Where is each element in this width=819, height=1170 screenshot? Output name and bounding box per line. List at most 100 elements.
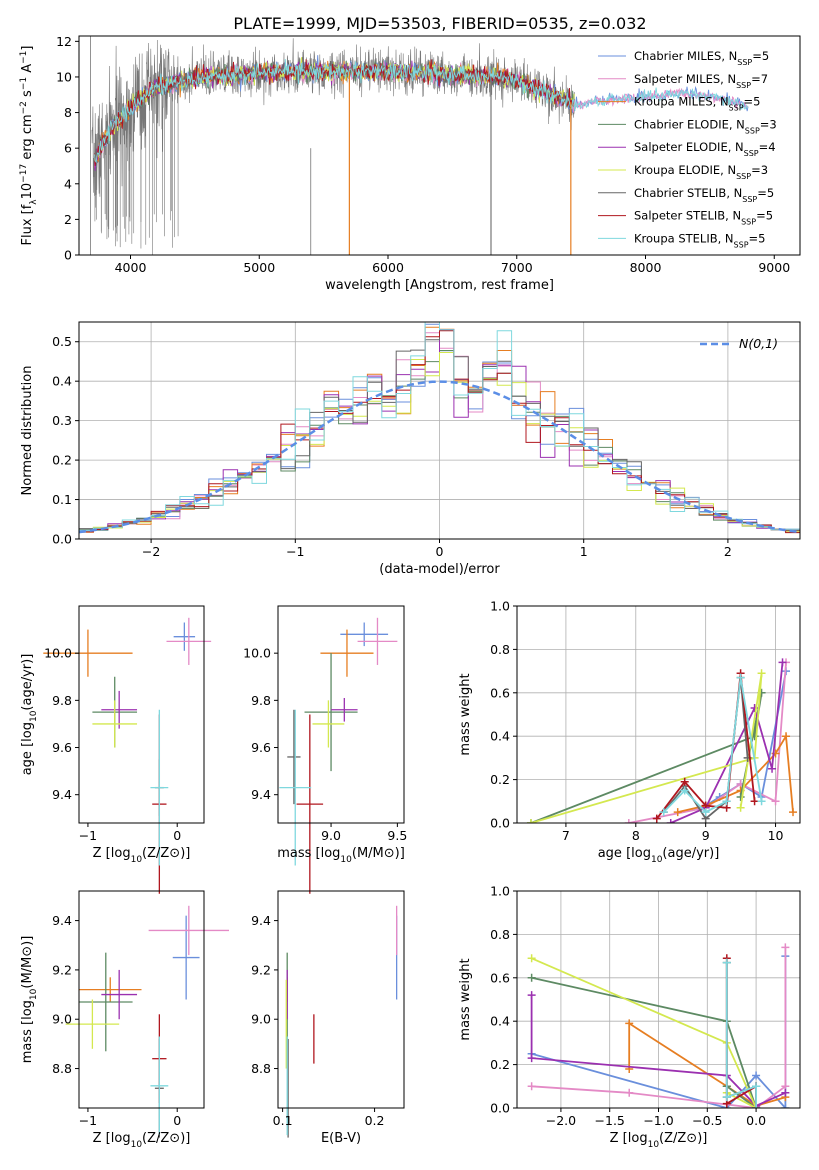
y-tick-label: 10.0 bbox=[243, 646, 271, 661]
x-tick-label: 0 bbox=[173, 828, 181, 843]
x-tick-label: 8000 bbox=[630, 260, 662, 275]
mass-vs-z-frame: −1 0 8.8 9.0 9.2 9.4 Z [log10(Z/Z⊙)] mass [log1… bbox=[20, 890, 205, 1150]
weight-marker bbox=[789, 808, 798, 817]
x-tick-label: 9000 bbox=[758, 260, 790, 275]
y-tick-label: 0.6 bbox=[490, 970, 510, 985]
x-tick-label: −2.0 bbox=[546, 1113, 576, 1128]
weight-marker bbox=[527, 991, 536, 1000]
residual-histogram-frame: −2 −1 0 1 2 0.0 0.1 0.2 0.3 0.4 0.5 (data-model)/er… bbox=[20, 321, 801, 577]
legend-label: Chabrier ELODIE, NSSP=3 bbox=[634, 117, 777, 135]
weight-line-8 bbox=[725, 962, 757, 1108]
y-tick-label: 2 bbox=[64, 212, 72, 227]
weight-marker bbox=[781, 1104, 790, 1108]
y-tick-label: 0.6 bbox=[490, 685, 510, 700]
weight-marker bbox=[750, 797, 759, 806]
y-tick-label: 6 bbox=[64, 141, 72, 156]
legend-label: N(0,1) bbox=[739, 336, 778, 351]
weight-line-5 bbox=[531, 957, 758, 1108]
y-axis-label: Normed distribution bbox=[20, 366, 35, 496]
legend-label: Kroupa MILES, NSSP=5 bbox=[634, 95, 760, 113]
x-axis-label: age [log10(age/yr)] bbox=[598, 846, 720, 865]
y-tick-label: 0.4 bbox=[490, 1014, 510, 1029]
mass-vs-z-points bbox=[65, 905, 229, 1138]
mass-weight-vs-age-frame: 7 8 9 10 0.0 0.2 0.4 0.6 0.8 1.0 age [log10(age/yr… bbox=[458, 599, 801, 865]
legend-label: Chabrier STELIB, NSSP=5 bbox=[634, 186, 774, 204]
x-tick-label: −1 bbox=[79, 828, 97, 843]
weight-line-1 bbox=[628, 662, 787, 823]
y-tick-label: 1.0 bbox=[490, 599, 510, 614]
age-vs-z-frame: −1 0 9.4 9.6 9.8 10.0 Z [log10(Z/Z⊙)] age [log1… bbox=[20, 605, 205, 865]
x-tick-label: 2 bbox=[724, 544, 732, 559]
weight-marker bbox=[722, 1093, 731, 1102]
x-tick-label: 0 bbox=[436, 544, 444, 559]
y-tick-label: 9.8 bbox=[251, 693, 271, 708]
weight-line-3 bbox=[531, 976, 758, 1108]
y-tick-label: 0.4 bbox=[52, 374, 72, 389]
plot-frame bbox=[78, 605, 205, 824]
weight-marker bbox=[781, 1088, 790, 1097]
mass-weight-vs-age-series bbox=[526, 658, 798, 823]
y-tick-label: 9.6 bbox=[52, 740, 72, 755]
weight-marker bbox=[625, 1088, 634, 1097]
weight-marker bbox=[752, 1071, 761, 1080]
histogram-plot-area bbox=[79, 322, 800, 535]
y-tick-label: 0 bbox=[64, 248, 72, 263]
x-tick-label: 9.5 bbox=[387, 828, 407, 843]
y-tick-label: 0.8 bbox=[490, 927, 510, 942]
age-vs-mass-points bbox=[279, 617, 398, 894]
mass-weight-vs-z-series bbox=[527, 943, 790, 1108]
legend-label: Salpeter STELIB, NSSP=5 bbox=[634, 209, 773, 227]
x-axis-label: Z [log10(Z/Z⊙)] bbox=[610, 1131, 708, 1150]
weight-marker bbox=[701, 808, 710, 817]
age-vs-z-points bbox=[43, 617, 212, 894]
figure-title: PLATE=1999, MJD=53503, FIBERID=0535, z=0… bbox=[233, 14, 646, 33]
weight-marker bbox=[778, 658, 787, 667]
y-tick-label: 9.4 bbox=[251, 913, 271, 928]
weight-marker bbox=[625, 1019, 634, 1028]
mass-vs-ebv-points bbox=[285, 905, 398, 1138]
x-tick-label: −1 bbox=[79, 1113, 97, 1128]
y-tick-label: 8.8 bbox=[52, 1061, 72, 1076]
x-tick-label: 4000 bbox=[115, 260, 147, 275]
legend-label: Chabrier MILES, NSSP=5 bbox=[634, 49, 769, 67]
weight-marker bbox=[722, 797, 731, 806]
weight-marker bbox=[736, 803, 745, 812]
y-tick-label: 0.0 bbox=[490, 816, 510, 831]
y-tick-label: 0.8 bbox=[490, 642, 510, 657]
weight-marker bbox=[736, 673, 745, 682]
x-axis-label: wavelength [Angstrom, rest frame] bbox=[325, 278, 554, 293]
weight-line-8 bbox=[663, 677, 763, 814]
x-tick-label: −1.5 bbox=[595, 1113, 625, 1128]
y-axis-label: mass weight bbox=[458, 673, 473, 755]
weight-marker bbox=[527, 973, 536, 982]
plot-frame bbox=[277, 605, 405, 824]
weight-marker bbox=[526, 819, 535, 823]
x-axis-label: Z [log10(Z/Z⊙)] bbox=[93, 846, 191, 865]
weight-marker bbox=[659, 808, 668, 817]
y-tick-label: 0.2 bbox=[52, 453, 72, 468]
y-tick-label: 0.2 bbox=[490, 772, 510, 787]
normal-reference-curve bbox=[79, 380, 800, 534]
y-tick-label: 9.4 bbox=[251, 787, 271, 802]
y-tick-label: 12 bbox=[56, 34, 72, 49]
spectrum-legend: Chabrier MILES, NSSP=5 Salpeter MILES, NS… bbox=[598, 49, 777, 249]
x-axis-label: (data-model)/error bbox=[379, 562, 500, 577]
y-axis-label: mass weight bbox=[458, 958, 473, 1040]
x-tick-label: 0.2 bbox=[365, 1113, 385, 1128]
weight-marker bbox=[624, 819, 633, 823]
x-tick-label: 5000 bbox=[243, 260, 275, 275]
x-axis-label: Z [log10(Z/Z⊙)] bbox=[93, 1131, 191, 1150]
y-tick-label: 4 bbox=[64, 176, 72, 191]
y-tick-label: 0.3 bbox=[52, 413, 72, 428]
y-tick-label: 10.0 bbox=[44, 646, 72, 661]
weight-marker bbox=[736, 792, 745, 801]
plot-frame bbox=[277, 890, 405, 1109]
weight-marker bbox=[527, 1054, 536, 1063]
y-tick-label: 0.2 bbox=[490, 1057, 510, 1072]
x-tick-label: 7 bbox=[562, 828, 570, 843]
weight-line-1 bbox=[531, 947, 787, 1108]
x-tick-label: 9 bbox=[702, 828, 710, 843]
weight-marker bbox=[757, 797, 766, 806]
weight-marker bbox=[652, 814, 661, 823]
